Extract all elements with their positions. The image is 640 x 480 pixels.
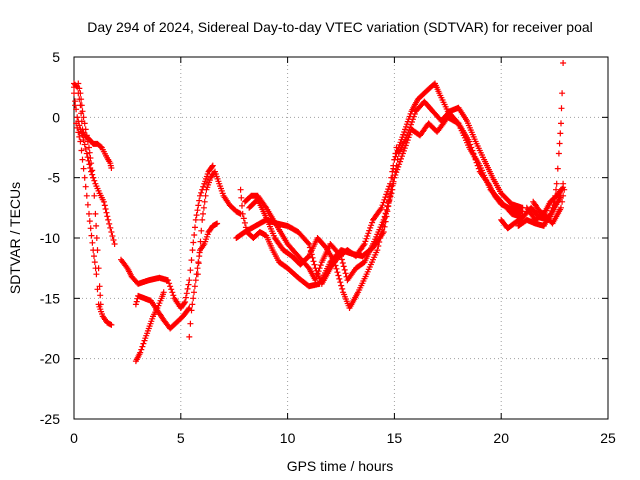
- data-series: [71, 60, 568, 365]
- y-tick-label: -10: [40, 230, 60, 246]
- x-tick-labels: 0 5 10 15 20 25: [70, 430, 616, 446]
- y-tick-labels: -25 -20 -15 -10 -5 0 5: [40, 49, 60, 427]
- x-tick-label: 5: [177, 430, 185, 446]
- y-tick-label: -15: [40, 290, 60, 306]
- grid: [74, 57, 608, 419]
- x-tick-label: 15: [387, 430, 403, 446]
- y-axis-label: SDTVAR / TECUs: [7, 182, 23, 294]
- y-tick-label: -5: [48, 170, 61, 186]
- data-track-markers: [132, 292, 193, 332]
- series-sdtvar: [71, 60, 568, 365]
- data-track-markers: [118, 162, 216, 311]
- data-track-markers: [246, 114, 526, 311]
- x-tick-label: 0: [70, 430, 78, 446]
- y-tick-label: 0: [52, 109, 60, 125]
- data-track-markers: [194, 168, 244, 278]
- data-track-markers: [241, 98, 526, 284]
- x-axis-label: GPS time / hours: [287, 458, 394, 474]
- data-track-markers: [233, 144, 400, 287]
- chart-title: Day 294 of 2024, Sidereal Day-to-day VTE…: [87, 19, 593, 35]
- axis-ticks: [73, 56, 609, 420]
- data-track-markers: [523, 186, 568, 227]
- x-tick-label: 25: [600, 430, 616, 446]
- data-track-markers: [75, 80, 104, 308]
- y-tick-label: -25: [40, 411, 60, 427]
- y-tick-label: 5: [52, 49, 60, 65]
- data-track-markers: [71, 84, 115, 328]
- data-track-markers: [132, 289, 167, 365]
- y-tick-label: -20: [40, 351, 60, 367]
- data-track-markers: [71, 90, 118, 247]
- data-track-markers: [237, 80, 526, 290]
- x-tick-label: 10: [280, 430, 296, 446]
- x-tick-label: 20: [493, 430, 509, 446]
